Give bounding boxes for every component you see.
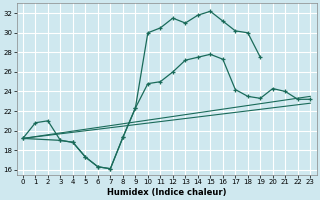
X-axis label: Humidex (Indice chaleur): Humidex (Indice chaleur) <box>107 188 226 197</box>
